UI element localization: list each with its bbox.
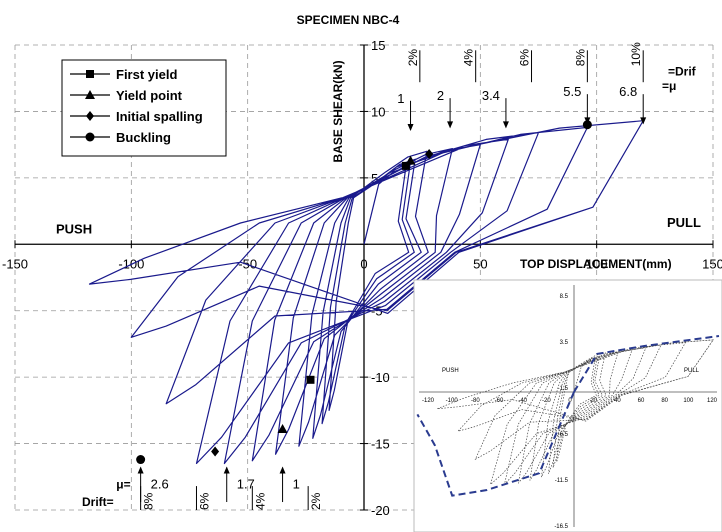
drift-label: 6% [197,492,211,510]
x-tick-label: 0 [360,256,367,271]
ductility-label: 2 [437,88,444,103]
inset-envelope-pull [573,335,720,393]
legend-label: First yield [116,67,177,82]
initial-spalling-marker [425,148,434,159]
ductility-arrow-head [137,466,144,474]
ductility-arrow-head [640,117,647,125]
inset-loops [436,339,714,486]
y-tick-label: -15 [371,437,390,452]
drift-label: 8% [573,49,587,67]
yield-point-marker [405,155,416,165]
inset-x-tick-label: 40 [614,398,621,404]
buckling-marker [582,120,592,130]
x-tick-label: 100 [586,256,608,271]
legend-marker [85,132,95,142]
first-yield-marker [401,161,410,170]
chart-title: SPECIMEN NBC-4 [297,13,400,27]
y-tick-label: 10 [371,104,385,119]
y-tick-label: 15 [371,38,385,53]
ductility-marker: =μ [662,79,676,93]
inset-y-tick-label: 8.5 [560,294,569,300]
x-tick-label: 50 [473,256,487,271]
inset-x-tick-label: 80 [661,398,668,404]
legend-label: Initial spalling [116,109,203,124]
inset-x-tick-label: -40 [518,398,527,404]
inset-y-tick-label: -6.5 [558,432,569,438]
drift-marker: =Drif [668,65,697,79]
y-tick-label: -20 [371,503,390,518]
inset-chart: -120 -100 -80 -60 -40 -20 0 20 40 60 80 100 1208.53.… [413,279,722,532]
y-tick-label: -10 [371,370,390,385]
x-axis-label: TOP DISPLACEMENT(mm) [520,257,672,271]
x-tick-label: -150 [2,256,28,271]
drift-label: 6% [518,49,532,67]
ductility-label: 2.6 [151,477,169,492]
drift-label: 2% [406,49,420,67]
inset-envelope-push [416,391,575,497]
inset-x-tick-label: -120 [422,398,435,404]
ductility-arrow-head [223,466,230,474]
initial-spalling-marker [211,446,220,457]
y-tick-label: 5 [371,171,378,186]
annotations: 1 2 3.4 5.5 6.8 =μ 2.6 1.7 1 μ= 2% 4% 6% 8% 10% =Drif 8%… [82,42,697,510]
push-label: PUSH [56,222,92,237]
ductility-label: 5.5 [563,84,581,99]
x-tick-label: -50 [238,256,257,271]
buckling-marker [136,455,146,465]
inset-x-tick-label: 0 [568,398,572,404]
inset-x-tick-label: -80 [471,398,480,404]
drift-label: 10% [629,42,643,66]
y-tick-label: -5 [371,304,383,319]
inset-x-tick-label: -20 [542,398,551,404]
legend-marker [86,70,94,78]
ductility-bottom-label: μ= [116,478,130,492]
drift-label: 4% [253,492,267,510]
ductility-arrow-head [502,121,509,129]
legend: First yield Yield point Initial spalling Bu… [61,59,227,157]
event-markers [136,120,592,465]
legend-marker [86,111,94,121]
ductility-arrow-head [407,124,414,132]
y-axis-label: BASE SHEAR(kN) [331,60,345,162]
first-yield-marker [306,375,315,384]
inset-x-tick-label: 120 [707,398,718,404]
ductility-label: 6.8 [619,84,637,99]
ductility-label: 3.4 [482,88,500,103]
x-tick-label: 150 [702,256,722,271]
drift-label: 4% [462,49,476,67]
inset-y-tick-label: 3.5 [560,340,569,346]
ductility-arrow-head [447,121,454,129]
inset-y-tick-label: -11.5 [555,478,569,484]
legend-label: Yield point [116,88,183,103]
pull-label: PULL [667,215,701,230]
inset-y-tick-label: -16.5 [554,524,568,530]
ductility-label: 1 [397,91,404,106]
hysteresis-curves [88,120,644,465]
inset-push-label: PUSH [442,368,459,374]
legend-label: Buckling [116,130,171,145]
drift-bottom-label: Drift= [82,495,114,509]
drift-label: 2% [309,492,323,510]
hysteresis-curve [88,120,644,465]
yield-point-marker [277,423,288,433]
ductility-label: 1.7 [237,477,255,492]
ductility-arrow-head [279,466,286,474]
inset-x-tick-label: 60 [638,398,645,404]
chart-text: SPECIMEN NBC-4 BASE SHEAR(kN) TOP DISPLACE… [56,13,701,271]
ductility-arrow-head [584,117,591,125]
ductility-label: 1 [293,477,300,492]
inset-x-tick-label: -100 [446,398,459,404]
drift-label: 8% [142,492,156,510]
legend-marker [85,90,95,99]
inset-x-tick-label: 100 [683,398,694,404]
